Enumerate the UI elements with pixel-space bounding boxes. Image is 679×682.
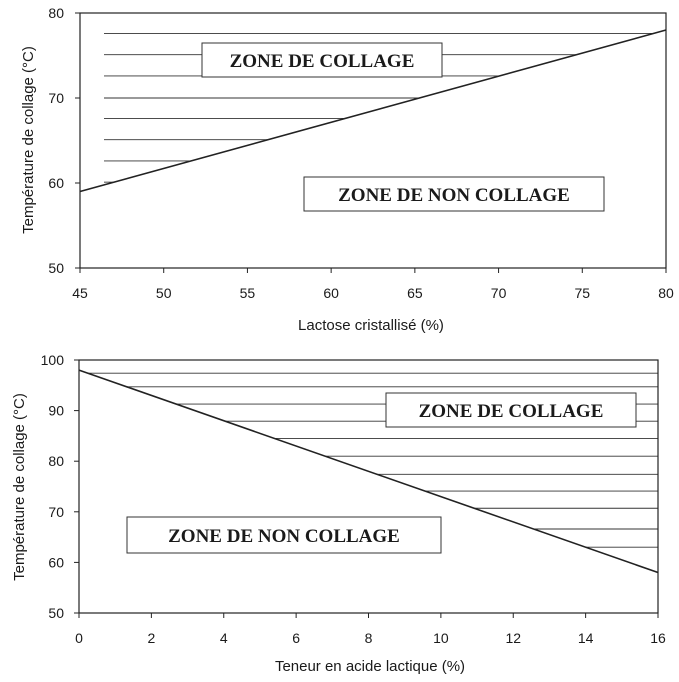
x-axis-title: Lactose cristallisé (%): [298, 317, 444, 334]
y-tick-label: 60: [48, 175, 64, 191]
x-axis-ticks: 45 50 55 60 65 70 75 80: [72, 268, 674, 301]
x-tick-label: 50: [156, 285, 172, 301]
y-axis-title: Température de collage (°C): [20, 46, 37, 234]
y-axis-ticks: 50 60 70 80 90 100: [41, 352, 79, 621]
x-tick-label: 6: [292, 630, 300, 646]
x-axis-ticks: 0 2 4 6 8 10 12 14 16: [75, 613, 666, 646]
x-tick-label: 55: [240, 285, 256, 301]
x-tick-label: 80: [658, 285, 674, 301]
y-tick-label: 60: [48, 554, 64, 570]
zone-non-collage-box: [126, 516, 442, 554]
y-tick-label: 90: [48, 403, 64, 419]
x-tick-label: 2: [147, 630, 155, 646]
zone-non-collage-box: [303, 176, 605, 212]
x-tick-label: 45: [72, 285, 88, 301]
y-tick-label: 80: [48, 453, 64, 469]
sticking-limit-line: [79, 29, 667, 193]
zone-collage-label: ZONE DE COLLAGE: [230, 51, 415, 72]
x-tick-label: 8: [365, 630, 373, 646]
x-tick-label: 70: [491, 285, 507, 301]
chart-lactose: 45 50 55 60 65 70 75 80 50 60 70 80 Lactose crista…: [20, 5, 674, 334]
plot-frame: [79, 12, 667, 269]
y-tick-label: 80: [48, 5, 64, 21]
y-tick-label: 70: [48, 90, 64, 106]
x-tick-label: 10: [433, 630, 449, 646]
zone-collage-label: ZONE DE COLLAGE: [419, 401, 604, 422]
y-tick-label: 50: [48, 605, 64, 621]
y-tick-label: 70: [48, 504, 64, 520]
sticking-limit-line: [78, 369, 659, 574]
chart-acide-lactique: 0 2 4 6 8 10 12 14 16 50 60 70 80 90 100 Teneur en ac…: [11, 352, 666, 675]
zone-collage-box: [201, 42, 443, 78]
x-axis-title: Teneur en acide lactique (%): [275, 658, 465, 675]
x-tick-label: 75: [574, 285, 590, 301]
x-tick-label: 14: [578, 630, 594, 646]
zone-collage-box: [385, 392, 637, 428]
x-tick-label: 60: [323, 285, 339, 301]
x-tick-label: 65: [407, 285, 423, 301]
x-tick-label: 16: [650, 630, 666, 646]
y-axis-ticks: 50 60 70 80: [48, 5, 80, 276]
y-axis-title: Température de collage (°C): [11, 393, 28, 581]
x-tick-label: 4: [220, 630, 228, 646]
zone-non-collage-label: ZONE DE NON COLLAGE: [338, 185, 570, 206]
y-tick-label: 50: [48, 260, 64, 276]
zone-non-collage-label: ZONE DE NON COLLAGE: [168, 526, 400, 547]
x-tick-label: 12: [505, 630, 521, 646]
x-tick-label: 0: [75, 630, 83, 646]
y-tick-label: 100: [41, 352, 65, 368]
